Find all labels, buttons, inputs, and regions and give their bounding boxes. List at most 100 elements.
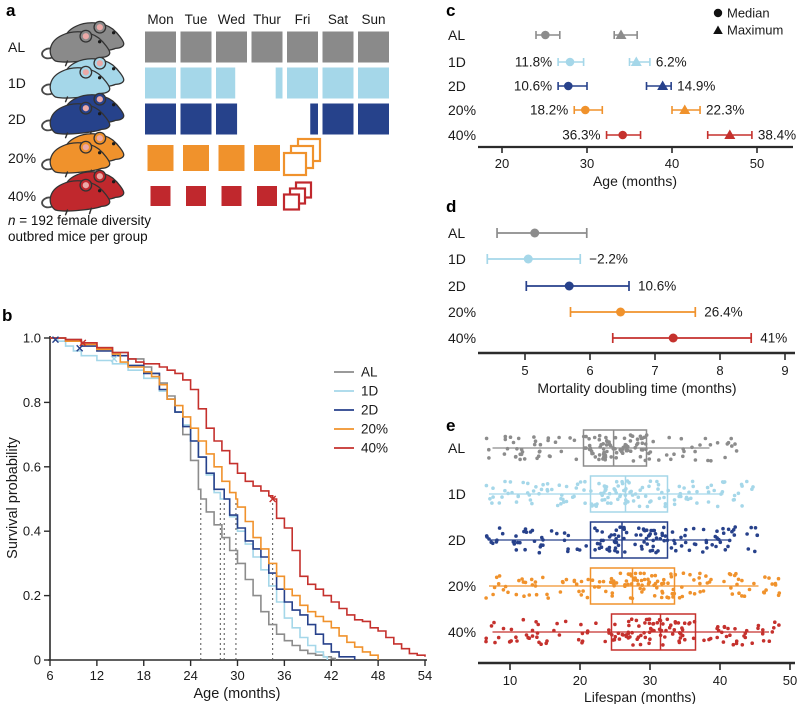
lifespan-point bbox=[597, 580, 602, 584]
lifespan-point bbox=[594, 621, 598, 625]
lifespan-point bbox=[537, 550, 542, 555]
box-row-2D: 2D bbox=[448, 521, 760, 559]
lifespan-point bbox=[681, 571, 686, 575]
lifespan-point bbox=[597, 546, 602, 551]
panel-d-label: d bbox=[446, 197, 457, 216]
lifespan-point bbox=[519, 447, 524, 452]
lifespan-point bbox=[703, 436, 708, 441]
mouse-ear-inner bbox=[82, 105, 89, 112]
lifespan-point bbox=[691, 526, 696, 531]
lifespan-point bbox=[670, 632, 675, 636]
lifespan-point bbox=[546, 438, 550, 443]
lifespan-point bbox=[491, 495, 495, 499]
lifespan-point bbox=[753, 549, 757, 554]
mouse-body bbox=[49, 142, 111, 174]
lifespan-point bbox=[607, 549, 612, 553]
lifespan-point bbox=[518, 457, 522, 462]
lifespan-point bbox=[666, 596, 671, 600]
lifespan-point bbox=[628, 439, 633, 443]
lifespan-point bbox=[626, 619, 631, 624]
lifespan-point bbox=[653, 573, 658, 578]
lifespan-point bbox=[634, 618, 639, 623]
lifespan-point bbox=[665, 617, 670, 622]
lifespan-point bbox=[628, 449, 633, 453]
x-tick-label: 50 bbox=[750, 156, 764, 171]
lifespan-point bbox=[743, 635, 748, 640]
lifespan-point bbox=[714, 544, 718, 549]
lifespan-point bbox=[521, 617, 526, 622]
lifespan-point bbox=[597, 453, 602, 457]
lifespan-point bbox=[674, 548, 678, 553]
lifespan-point bbox=[647, 451, 651, 456]
age-forest-plot: 20 30 40 50 Age (months) Median Maximum AL 1D 11.… bbox=[448, 6, 796, 190]
lifespan-point bbox=[520, 577, 524, 581]
lifespan-point bbox=[630, 493, 635, 497]
lifespan-point bbox=[562, 538, 567, 543]
forest-row-40%: 40% 36.3% 38.4% bbox=[448, 127, 796, 143]
y-tick-label: 0.2 bbox=[23, 588, 41, 603]
lifespan-point bbox=[597, 433, 602, 438]
lifespan-point bbox=[610, 594, 614, 598]
lifespan-point bbox=[656, 482, 661, 487]
x-tick-label: 18 bbox=[137, 668, 151, 683]
lifespan-point bbox=[777, 591, 782, 595]
food-day-square bbox=[216, 67, 236, 99]
lifespan-point bbox=[645, 504, 650, 509]
lifespan-point bbox=[673, 572, 678, 577]
lifespan-point bbox=[562, 531, 567, 535]
lifespan-point bbox=[616, 534, 621, 538]
lifespan-point bbox=[764, 588, 768, 592]
lifespan-point bbox=[526, 481, 530, 486]
lifespan-point bbox=[701, 550, 705, 554]
lifespan-point bbox=[638, 586, 642, 591]
lifespan-point bbox=[613, 546, 618, 550]
lifespan-point bbox=[657, 627, 662, 632]
x-tick-label: 20 bbox=[573, 673, 587, 688]
lifespan-point bbox=[519, 452, 524, 457]
weekly-food-stack-icon bbox=[282, 193, 301, 211]
lifespan-point bbox=[704, 574, 708, 578]
lifespan-point bbox=[626, 636, 631, 640]
lifespan-point bbox=[692, 578, 696, 582]
lifespan-point bbox=[642, 587, 646, 591]
legend-median-circle-icon bbox=[713, 8, 723, 18]
lifespan-point bbox=[749, 525, 753, 530]
lifespan-point bbox=[557, 435, 561, 440]
lifespan-point bbox=[564, 577, 569, 582]
lifespan-point bbox=[638, 488, 642, 492]
lifespan-point bbox=[597, 437, 602, 442]
lifespan-point bbox=[583, 501, 587, 505]
lifespan-point bbox=[631, 499, 636, 503]
x-tick-label: 54 bbox=[418, 668, 432, 683]
y-axis-title: Survival probability bbox=[5, 436, 21, 558]
lifespan-point bbox=[611, 446, 615, 450]
lifespan-point bbox=[484, 483, 489, 488]
mouse-eye bbox=[111, 142, 116, 146]
box-row-40%: 40% bbox=[448, 613, 781, 651]
row-label-40%: 40% bbox=[448, 330, 476, 346]
group-label-2D: 2D bbox=[8, 111, 26, 127]
mouse-ear-inner bbox=[96, 24, 103, 31]
lifespan-point bbox=[593, 503, 597, 507]
lifespan-point bbox=[642, 540, 646, 544]
lifespan-point bbox=[487, 447, 491, 452]
lifespan-point bbox=[530, 501, 534, 506]
x-axis-title: Lifespan (months) bbox=[584, 689, 696, 704]
lifespan-point bbox=[614, 491, 618, 495]
estimate-point bbox=[530, 228, 540, 238]
lifespan-point bbox=[532, 435, 536, 439]
lifespan-point bbox=[491, 486, 495, 490]
lifespan-point bbox=[742, 594, 747, 598]
box bbox=[610, 613, 697, 651]
x-tick-label: 24 bbox=[183, 668, 197, 683]
lifespan-point bbox=[496, 635, 501, 640]
lifespan-point bbox=[702, 638, 706, 643]
lifespan-point bbox=[692, 592, 697, 596]
lifespan-point bbox=[620, 481, 625, 486]
lifespan-point bbox=[648, 626, 653, 631]
lifespan-point bbox=[544, 641, 548, 646]
food-day-square bbox=[221, 186, 242, 206]
x-tick-label: 20 bbox=[495, 156, 509, 171]
lifespan-point bbox=[616, 484, 620, 488]
schedule-row-1D: 1D bbox=[8, 56, 389, 103]
